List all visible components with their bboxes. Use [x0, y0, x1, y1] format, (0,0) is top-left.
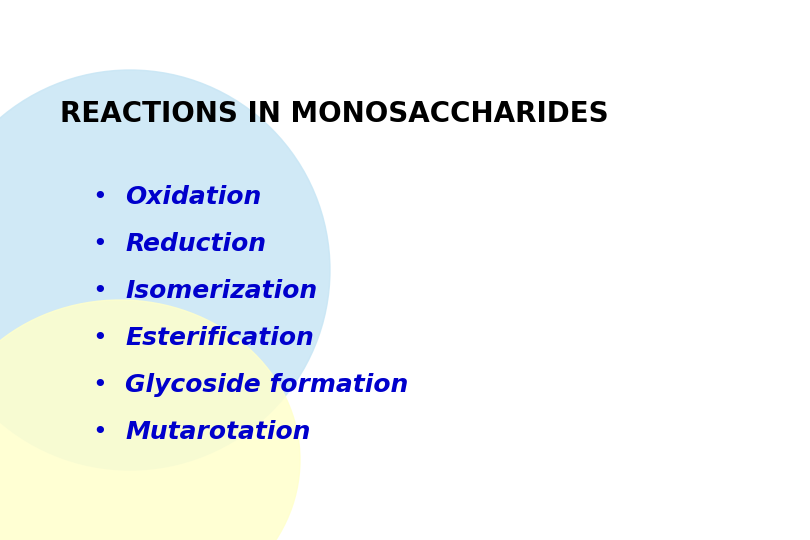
Text: •: • [92, 420, 108, 444]
Text: •: • [92, 373, 108, 397]
Text: REACTIONS IN MONOSACCHARIDES: REACTIONS IN MONOSACCHARIDES [60, 100, 608, 128]
Text: •: • [92, 326, 108, 350]
Text: •: • [92, 185, 108, 209]
Text: •: • [92, 279, 108, 303]
Text: Esterification: Esterification [125, 326, 313, 350]
Text: Mutarotation: Mutarotation [125, 420, 310, 444]
Text: Oxidation: Oxidation [125, 185, 262, 209]
Text: Isomerization: Isomerization [125, 279, 318, 303]
Ellipse shape [0, 300, 300, 540]
Text: •: • [92, 232, 108, 256]
Text: Reduction: Reduction [125, 232, 266, 256]
Text: Glycoside formation: Glycoside formation [125, 373, 408, 397]
Circle shape [0, 70, 330, 470]
